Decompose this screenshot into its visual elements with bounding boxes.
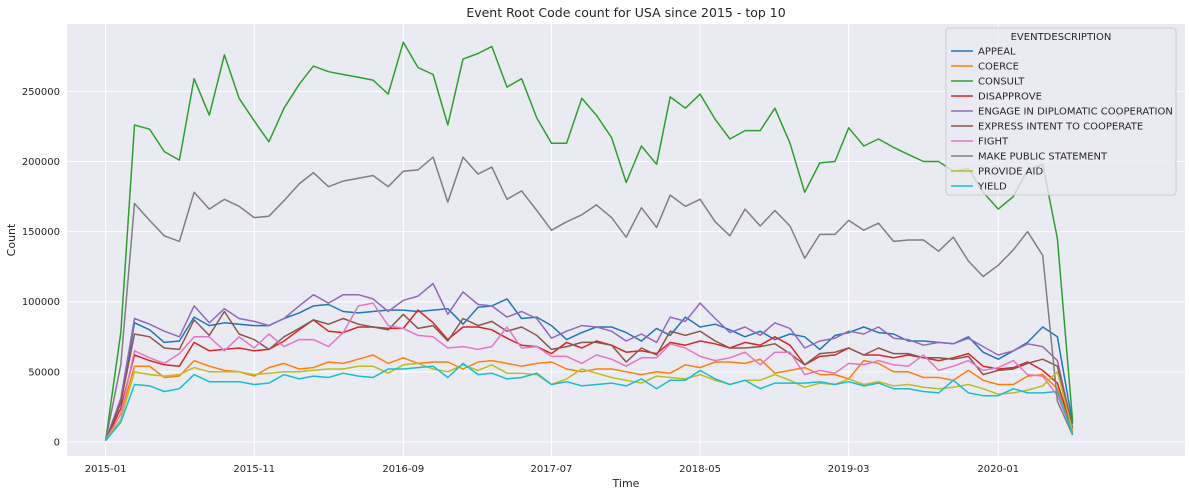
series-line-yield (105, 362, 1074, 442)
x-tick-label: 2017-07 (531, 464, 573, 475)
x-tick-label: 2019-03 (828, 464, 870, 475)
y-tick-label: 150000 (22, 227, 60, 238)
y-tick-label: 0 (54, 437, 60, 448)
legend-label: YIELD (977, 182, 1007, 193)
x-tick-label: 2018-05 (679, 464, 721, 475)
y-tick-label: 50000 (28, 367, 60, 378)
y-axis-title: Count (5, 223, 18, 256)
legend-label: MAKE PUBLIC STATEMENT (978, 152, 1108, 163)
legend-label: COERCE (978, 62, 1019, 73)
y-tick-label: 200000 (22, 157, 60, 168)
legend-label: EXPRESS INTENT TO COOPERATE (978, 122, 1143, 133)
series-line-disapprove (104, 309, 1074, 441)
x-tick-label: 2020-01 (977, 464, 1019, 475)
y-tick-label: 250000 (22, 87, 60, 98)
chart-title: Event Root Code count for USA since 2015… (466, 5, 785, 20)
legend-label: APPEAL (978, 47, 1016, 58)
series-line-fight (104, 302, 1074, 441)
series-line-express-intent-to-cooperate (104, 310, 1074, 441)
x-tick-label: 2016-09 (382, 464, 424, 475)
series-line-consult (104, 41, 1074, 441)
legend-label: FIGHT (978, 137, 1009, 148)
legend-title: EVENTDESCRIPTION (1011, 32, 1112, 43)
y-tick-labels: 0 50000 100000 150000 200000 250000 (22, 87, 60, 449)
legend-label: CONSULT (978, 77, 1025, 88)
legend: EVENTDESCRIPTION APPEAL COERCE CONSULT DISA… (945, 27, 1177, 196)
legend-box (945, 27, 1177, 196)
legend-label: DISAPPROVE (978, 92, 1042, 103)
series-line-engage-in-diplomatic-cooperation (104, 282, 1074, 441)
legend-label: ENGAGE IN DIPLOMATIC COOPERATION (978, 107, 1173, 118)
series-lines (104, 41, 1074, 442)
x-axis-title: Time (612, 477, 640, 490)
y-tick-label: 100000 (22, 297, 60, 308)
series-line-provide-aid (104, 362, 1074, 442)
legend-label: PROVIDE AID (978, 167, 1043, 178)
x-tick-label: 2015-01 (85, 464, 127, 475)
series-line-make-public-statement (104, 156, 1074, 441)
x-tick-label: 2015-11 (233, 464, 275, 475)
x-tick-labels: 2015-01 2015-11 2016-09 2017-07 2018-05 2019-… (85, 464, 1019, 475)
